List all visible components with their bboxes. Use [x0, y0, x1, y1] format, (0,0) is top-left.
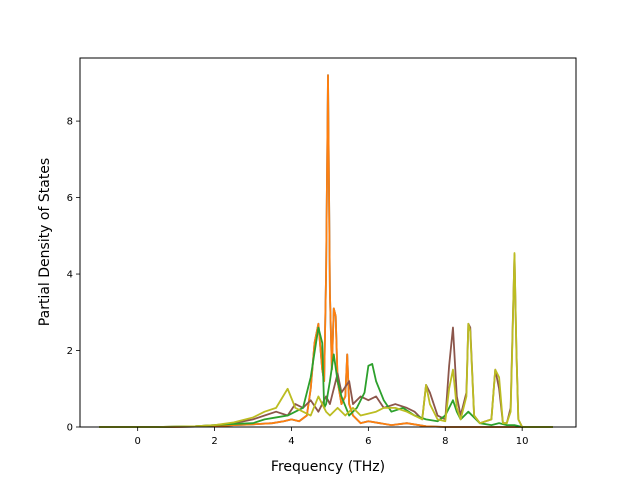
- x-tick-label: 10: [516, 436, 529, 447]
- x-tick-label: 0: [134, 436, 140, 447]
- series-line-2: [99, 74, 553, 428]
- y-tick-label: 4: [67, 270, 73, 281]
- y-tick-label: 2: [67, 346, 73, 357]
- y-axis-label: Partial Density of States: [37, 158, 53, 326]
- series-line-5: [99, 252, 553, 428]
- x-tick-label: 8: [442, 436, 448, 447]
- x-tick-label: 4: [288, 436, 294, 447]
- y-tick-label: 6: [67, 193, 73, 204]
- series-layer: [99, 74, 553, 428]
- x-axis-ticks: 0 2 4 6 8 10: [134, 427, 529, 447]
- x-tick-label: 6: [365, 436, 371, 447]
- x-tick-label: 2: [211, 436, 217, 447]
- plot-frame: [79, 57, 577, 428]
- y-tick-label: 0: [67, 423, 73, 434]
- y-axis-ticks: 0 2 4 6 8: [67, 117, 80, 434]
- y-tick-label: 8: [67, 117, 73, 128]
- x-axis-label: Frequency (THz): [271, 459, 385, 475]
- series-line-4: [99, 326, 553, 428]
